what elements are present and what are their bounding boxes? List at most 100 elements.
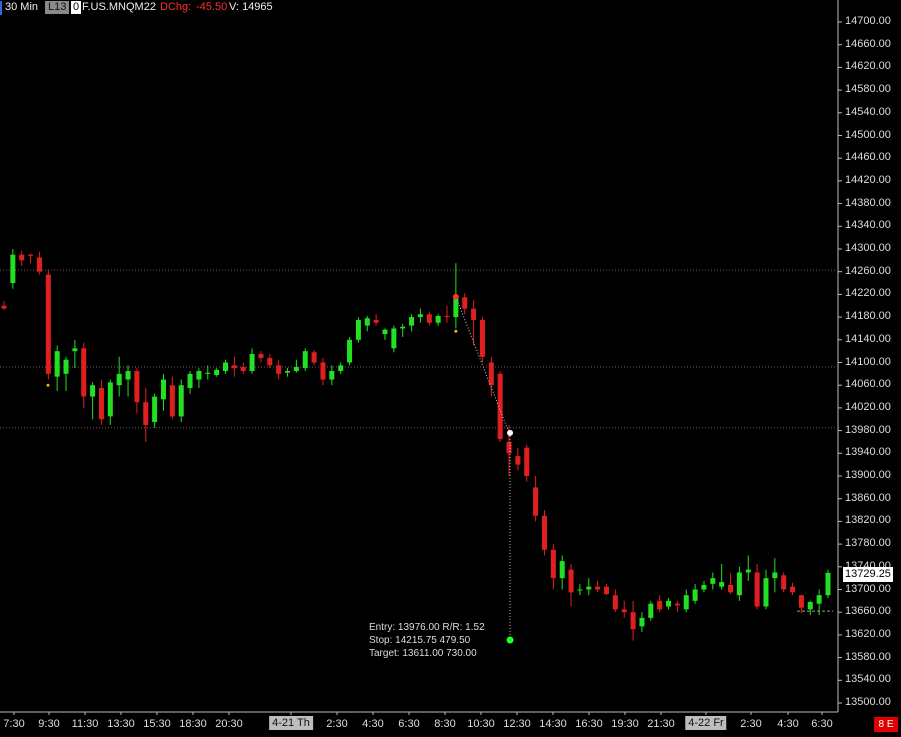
candle-body [81,348,87,397]
price-tick-label: 13860.00 [845,491,891,504]
candle-body [728,584,734,593]
price-tick-label: 13940.00 [845,446,891,459]
price-tick-label: 14620.00 [845,60,891,73]
time-tick-label: 14:30 [539,718,567,730]
link-badge[interactable]: L13 [45,1,70,14]
candle-body [214,369,220,375]
candle-body [595,586,601,590]
candle-body [710,578,716,584]
signal-dot [46,383,50,387]
candle-body [28,254,34,256]
candle-body [621,609,627,613]
price-tick-label: 14340.00 [845,219,891,232]
candle-body [825,572,831,596]
price-tick-label: 14500.00 [845,128,891,141]
candle-body [754,572,760,607]
candle-body [648,603,654,618]
price-tick-label: 13700.00 [845,582,891,595]
candle-body [666,600,672,607]
price-tick-label: 13500.00 [845,696,891,708]
time-tick-label: 7:30 [3,718,25,730]
time-tick-label: 18:30 [179,718,207,730]
candle-body [462,297,468,309]
symbol-label[interactable]: F.US.MNQM22 [82,1,156,13]
candle-body [488,362,494,386]
day-marker-label: 4-22 Fr [685,716,727,730]
price-tick-label: 14180.00 [845,310,891,323]
candle-body [382,329,388,335]
candle-body [524,447,530,476]
candle-body [240,367,246,372]
candle-body [559,561,565,579]
signal-dot [454,329,458,333]
candle-body [816,595,822,604]
candle-body [205,372,211,374]
candle-body [187,373,193,389]
candle-body [249,353,255,372]
price-tick-label: 14380.00 [845,196,891,209]
candle-body [683,595,689,610]
candle-body [657,600,663,610]
time-tick-label: 4:30 [777,718,799,730]
candle-body [231,365,237,369]
candle-body [603,586,609,595]
candle-body [568,569,574,593]
candle-body [807,601,813,610]
time-tick-label: 6:30 [811,718,833,730]
stop-marker [452,293,459,300]
time-tick-label: 9:30 [38,718,60,730]
price-tick-label: 14460.00 [845,151,891,164]
candle-body [426,314,432,323]
price-tick-label: 14660.00 [845,37,891,50]
price-tick-label: 13580.00 [845,650,891,663]
candle-body [674,603,680,606]
entry-marker [507,429,514,436]
candle-body [701,584,707,590]
candle-body [45,274,51,374]
candle-body [36,257,42,272]
candle-body [400,326,406,329]
candle-body [1,305,7,309]
price-tick-label: 14300.00 [845,242,891,254]
trade-note-entry: Entry: 13976.00 R/R: 1.52 [369,622,485,633]
price-tick-label: 13620.00 [845,627,891,640]
candle-body [391,328,397,349]
candle-body [63,359,69,374]
candle-body [435,315,441,323]
candle-body [790,586,796,593]
chart-header: 30 Min L13 0 F.US.MNQM22 DChg: -45.50 V:… [0,0,300,15]
candle-body [160,379,166,400]
price-tick-label: 13900.00 [845,469,891,481]
candle-body [497,373,503,440]
candle-body [355,319,361,340]
candle-body [586,586,592,590]
price-tick-label: 14420.00 [845,173,891,186]
candle-body [54,351,60,377]
price-tick-label: 14540.00 [845,105,891,118]
candle-body [515,456,521,465]
time-tick-label: 20:30 [215,718,243,730]
price-tick-label: 13660.00 [845,605,891,618]
candle-body [285,371,291,373]
candle-body [506,441,512,454]
candle-body [90,385,96,397]
candle-body [178,385,184,417]
candle-body [125,371,131,380]
corner-badge[interactable]: 8 E [874,717,898,732]
trade-path [455,296,510,434]
candle-body [143,402,149,425]
time-tick-label: 2:30 [740,718,762,730]
candle-body [347,339,353,363]
price-tick-label: 14700.00 [845,15,891,27]
time-tick-label: 21:30 [647,718,675,730]
candle-body [444,315,450,318]
price-tick-label: 13980.00 [845,423,891,436]
candle-body [169,385,175,417]
candle-body [196,371,202,380]
candle-body [258,353,264,358]
candle-body [98,388,104,420]
timeframe-label[interactable]: 30 Min [0,1,47,15]
candle-body [107,382,113,417]
